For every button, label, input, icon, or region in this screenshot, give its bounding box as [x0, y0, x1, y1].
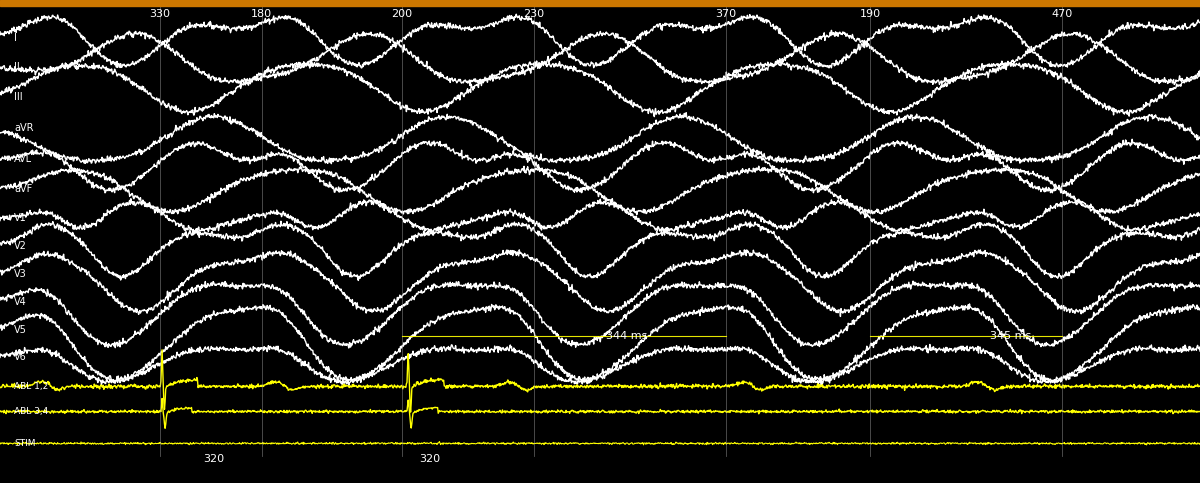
Text: II: II — [14, 62, 20, 71]
Text: V2: V2 — [14, 242, 28, 251]
Text: aVR: aVR — [14, 123, 34, 133]
Text: V1: V1 — [14, 213, 28, 223]
Text: ABL 3,4: ABL 3,4 — [14, 407, 49, 416]
Text: 200: 200 — [391, 9, 413, 18]
Text: 344 ms: 344 ms — [606, 331, 647, 341]
Text: 330: 330 — [149, 9, 170, 18]
Text: ABL 1,2: ABL 1,2 — [14, 382, 49, 391]
Text: 190: 190 — [859, 9, 881, 18]
Text: 470: 470 — [1051, 9, 1073, 18]
Bar — [0, 0, 1200, 6]
Text: 370: 370 — [715, 9, 737, 18]
Text: III: III — [14, 92, 23, 101]
Text: V3: V3 — [14, 270, 28, 279]
Text: V6: V6 — [14, 353, 28, 362]
Text: 230: 230 — [523, 9, 545, 18]
Text: STIM: STIM — [14, 439, 36, 448]
Text: I: I — [14, 33, 17, 43]
Text: 320: 320 — [203, 454, 224, 464]
Text: 320: 320 — [419, 454, 440, 464]
Text: 180: 180 — [251, 9, 272, 18]
Text: aVF: aVF — [14, 185, 32, 194]
Text: V5: V5 — [14, 326, 28, 335]
Text: 345 ms: 345 ms — [990, 331, 1031, 341]
Text: V4: V4 — [14, 298, 28, 307]
Text: AVL: AVL — [14, 155, 32, 164]
